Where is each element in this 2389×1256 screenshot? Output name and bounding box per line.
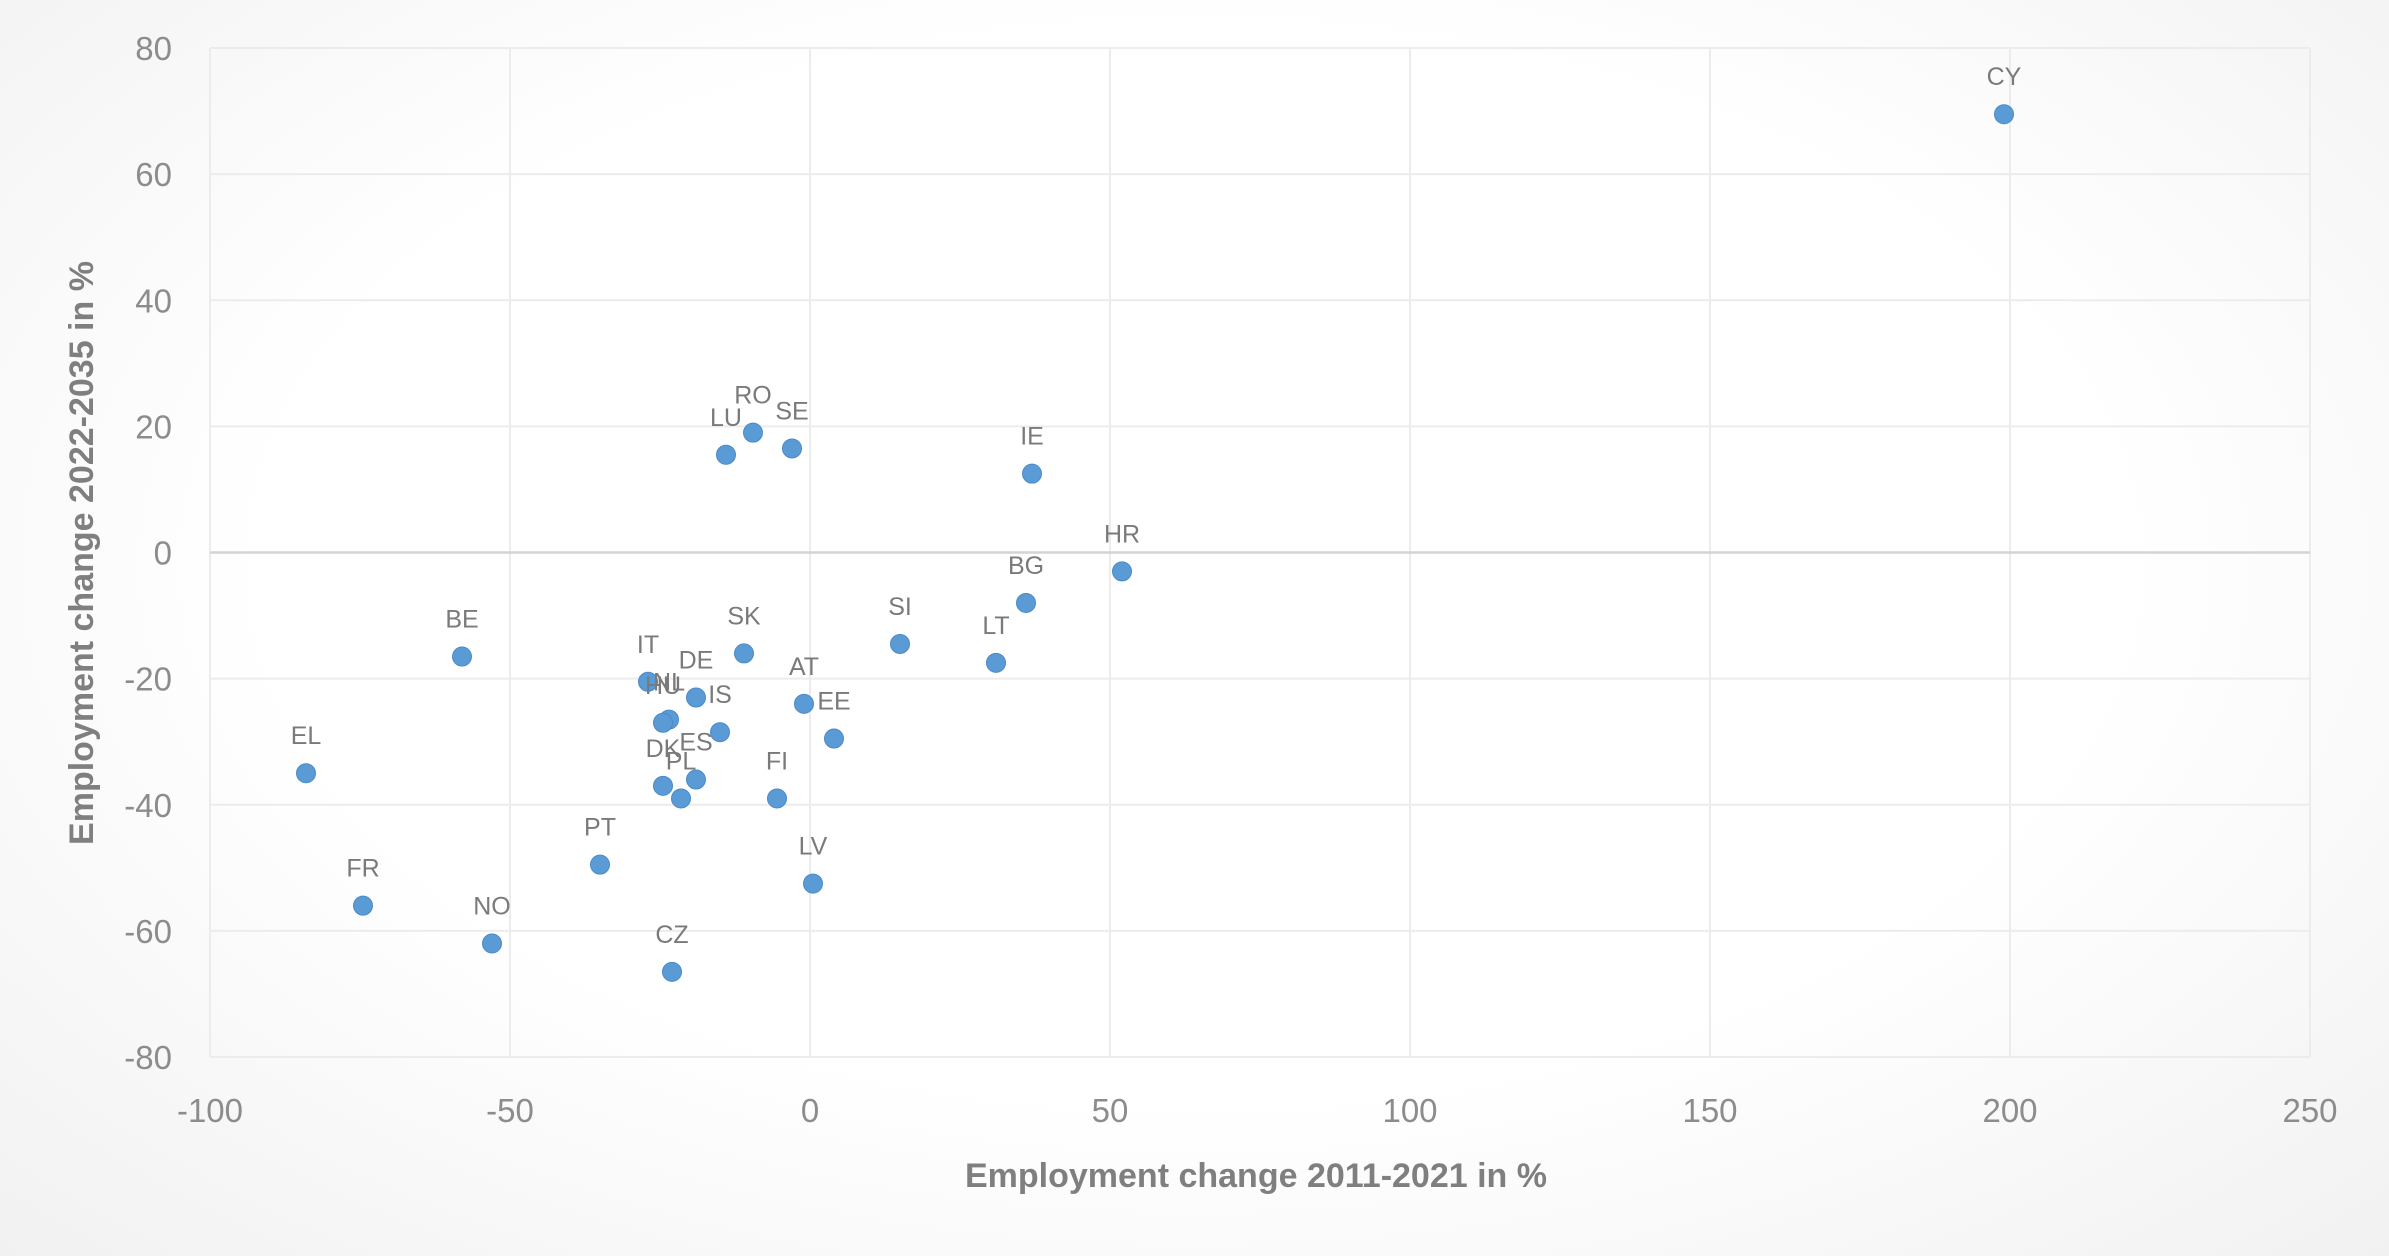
data-point-lt [986,652,1006,673]
y-tick-label: 40 [135,282,172,319]
y-tick-label: -80 [124,1039,172,1076]
y-tick-label: 80 [135,30,172,67]
data-label-ee: EE [817,688,850,716]
data-label-dk: DK [646,735,681,763]
data-label-nl: NL [653,669,685,697]
data-point-is [710,722,730,743]
data-label-pl: PL [666,747,697,775]
data-point-ee [824,728,844,749]
data-label-it: IT [637,631,659,659]
x-tick-label: 0 [801,1092,819,1129]
grid-layer [209,47,2311,1058]
data-label-ie: IE [1020,423,1044,451]
tick-layer: -100 -50 0 50 100 150 200 250806040200-20-40-60… [124,30,2337,1129]
data-label-is: IS [708,681,732,709]
data-label-hu: HU [645,672,681,700]
data-label-sk: SK [727,602,761,630]
data-label-at: AT [789,653,819,681]
data-point-pl [671,788,691,809]
data-point-no [482,933,502,954]
data-point-es [686,769,706,790]
data-label-pt: PT [584,814,616,842]
data-point-at [794,693,814,714]
data-point-ie [1022,463,1042,484]
data-point-se [782,438,802,459]
x-tick-label: 50 [1092,1092,1129,1129]
data-label-hr: HR [1104,520,1140,548]
y-tick-label: -40 [124,787,172,824]
data-label-cy: CY [1987,63,2022,91]
x-tick-label: -50 [486,1092,534,1129]
data-label-cz: CZ [655,921,688,949]
data-point-it [638,671,658,692]
data-point-cz [662,961,682,982]
data-point-hr [1112,561,1132,582]
y-tick-label: -20 [124,661,172,698]
data-label-be: BE [445,606,478,634]
data-point-fr [353,895,373,916]
data-point-hu [653,712,673,733]
x-tick-label: -100 [177,1092,243,1129]
x-axis-title: Employment change 2011-2021 in % [965,1157,1547,1195]
data-label-lv: LV [799,833,828,861]
x-tick-label: 200 [1982,1092,2037,1129]
data-label-fi: FI [766,747,788,775]
data-point-cy [1994,104,2014,125]
data-point-si [890,633,910,654]
data-label-de: DE [679,647,714,675]
data-point-pt [590,854,610,875]
data-point-be [452,646,472,667]
data-point-sk [734,643,754,664]
x-tick-label: 150 [1682,1092,1737,1129]
y-tick-label: 0 [154,535,172,572]
data-point-lv [803,873,823,894]
y-tick-label: -60 [124,913,172,950]
data-label-se: SE [775,397,808,425]
data-point-el [296,763,316,784]
data-point-fi [767,788,787,809]
data-point-dk [653,775,673,796]
data-label-lu: LU [710,404,742,432]
data-label-es: ES [679,729,712,757]
data-label-ro: RO [734,382,772,410]
y-tick-label: 20 [135,408,172,445]
x-tick-label: 100 [1382,1092,1437,1129]
data-point-bg [1016,592,1036,613]
y-tick-label: 60 [135,156,172,193]
data-label-el: EL [291,722,322,750]
data-label-lt: LT [982,612,1009,640]
data-label-no: NO [473,892,511,920]
x-tick-label: 250 [2282,1092,2337,1129]
data-label-bg: BG [1008,552,1044,580]
data-point-de [686,687,706,708]
data-label-fr: FR [346,855,379,883]
data-point-lu [716,444,736,465]
data-label-si: SI [888,593,912,621]
y-axis-title: Employment change 2022-2035 in % [63,261,101,845]
data-point-ro [743,422,763,443]
